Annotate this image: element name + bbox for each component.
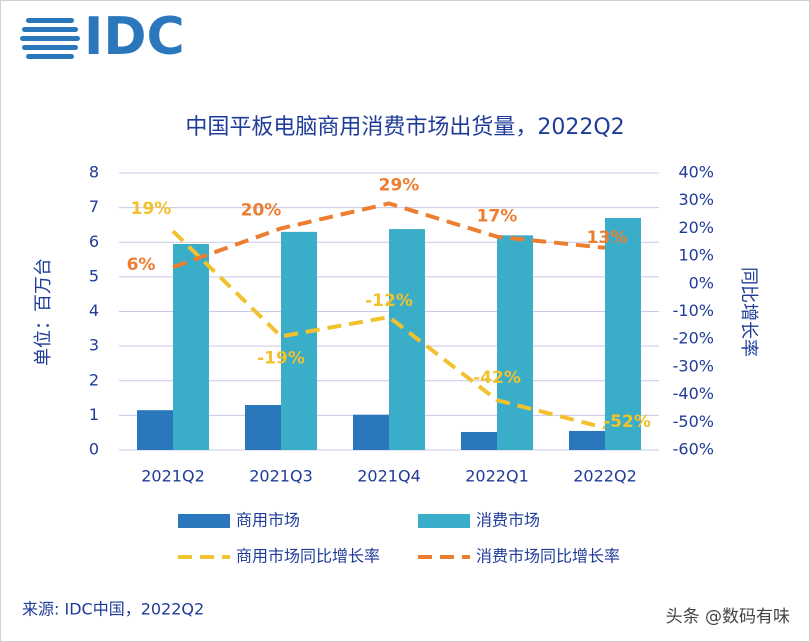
legend-swatch bbox=[178, 514, 230, 528]
bar bbox=[605, 218, 641, 450]
y2-tick-label: 30% bbox=[678, 190, 714, 209]
bar bbox=[245, 404, 281, 450]
data-label: 29% bbox=[379, 175, 420, 195]
y2-tick-label: -50% bbox=[673, 412, 714, 431]
y-tick-label: 6 bbox=[89, 232, 99, 251]
bar bbox=[173, 243, 209, 450]
legend-label: 消费市场同比增长率 bbox=[476, 547, 620, 566]
data-label: -52% bbox=[603, 412, 651, 432]
data-label: -42% bbox=[473, 368, 521, 388]
y2-tick-label: 0% bbox=[689, 273, 714, 292]
legend-swatch bbox=[418, 514, 470, 528]
x-tick-label: 2022Q2 bbox=[573, 467, 637, 486]
line bbox=[172, 201, 606, 270]
data-label: 17% bbox=[477, 207, 518, 227]
data-label: 6% bbox=[127, 255, 156, 275]
y2-tick-label: -30% bbox=[673, 356, 714, 375]
line bbox=[171, 229, 606, 430]
x-tick-label: 2021Q3 bbox=[249, 467, 313, 486]
y2-tick-label: 20% bbox=[678, 218, 714, 237]
y-tick-label: 3 bbox=[89, 336, 99, 355]
legend-label: 商用市场同比增长率 bbox=[236, 547, 380, 566]
y-tick-label: 8 bbox=[89, 163, 99, 182]
y2-tick-label: -60% bbox=[673, 440, 714, 459]
y2-tick-label: -20% bbox=[673, 329, 714, 348]
bar bbox=[353, 414, 389, 450]
y-tick-label: 1 bbox=[89, 405, 99, 424]
y-tick-label: 0 bbox=[89, 440, 99, 459]
y-axis-label: 单位：百万台 bbox=[33, 258, 54, 366]
x-tick-label: 2021Q2 bbox=[141, 467, 205, 486]
y-tick-label: 4 bbox=[89, 301, 99, 320]
x-tick-label: 2022Q1 bbox=[465, 467, 529, 486]
legend-label: 消费市场 bbox=[476, 511, 540, 530]
source: 来源: IDC中国，2022Q2 bbox=[22, 600, 204, 619]
legend-label: 商用市场 bbox=[236, 511, 300, 530]
data-label: 13% bbox=[587, 228, 628, 248]
watermark: 头条 @数码有味 bbox=[666, 607, 790, 627]
y2-tick-label: 10% bbox=[678, 246, 714, 265]
data-label: -19% bbox=[257, 348, 305, 368]
bar bbox=[281, 231, 317, 450]
bar bbox=[497, 235, 533, 450]
y2-axis-label: 同比增长率 bbox=[738, 267, 759, 357]
y2-tick-label: -40% bbox=[673, 384, 714, 403]
data-label: 19% bbox=[131, 199, 172, 219]
data-label: -12% bbox=[365, 291, 413, 311]
bar bbox=[137, 410, 173, 450]
y2-tick-label: -10% bbox=[673, 301, 714, 320]
logo: IDC bbox=[84, 7, 185, 67]
data-label: 20% bbox=[241, 200, 282, 220]
x-tick-label: 2021Q4 bbox=[357, 467, 421, 486]
y2-tick-label: 40% bbox=[678, 163, 714, 182]
bar bbox=[461, 431, 497, 450]
bar bbox=[569, 430, 605, 450]
y-tick-label: 2 bbox=[89, 370, 99, 389]
y-tick-label: 7 bbox=[89, 197, 99, 216]
logo-mark bbox=[20, 18, 80, 59]
chart-title: 中国平板电脑商用消费市场出货量，2022Q2 bbox=[185, 115, 624, 140]
y-tick-label: 5 bbox=[89, 266, 99, 285]
